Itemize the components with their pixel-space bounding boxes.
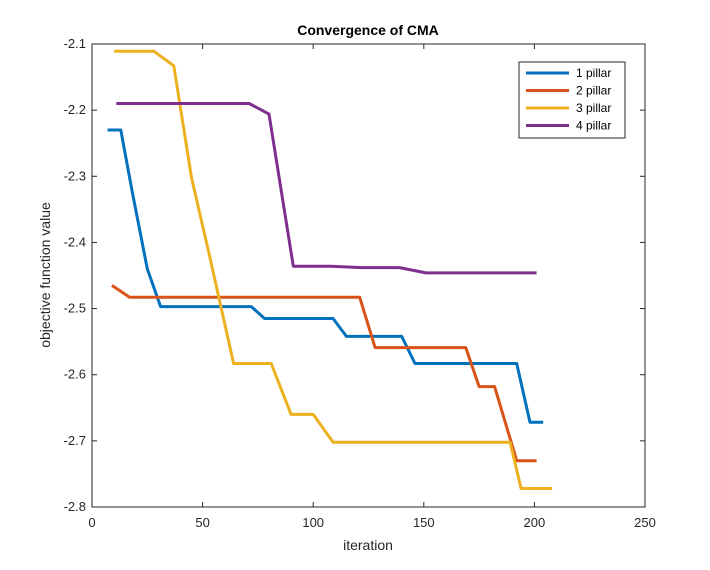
axes-layer: 0 50 100 150 200 250 -2.8 -2.7 -2.6 -2.5 -2.4 -2.3 -… — [64, 36, 656, 530]
y-tick-label: -2.4 — [64, 234, 86, 249]
y-axis-label: objective function value — [37, 202, 53, 348]
x-tick-label: 50 — [195, 515, 209, 530]
series-line-4 — [116, 102, 537, 275]
x-tick-label: 0 — [88, 515, 95, 530]
y-tick-label: -2.2 — [64, 102, 86, 117]
y-tick-label: -2.5 — [64, 301, 86, 316]
legend-label-3: 3 pillar — [576, 101, 611, 115]
series-line-1 — [107, 128, 544, 424]
x-tick-label: 200 — [524, 515, 546, 530]
legend-label-2: 2 pillar — [576, 84, 611, 98]
y-tick-label: -2.7 — [64, 433, 86, 448]
y-tick-label: -2.8 — [64, 499, 86, 514]
legend-label-4: 4 pillar — [576, 119, 611, 133]
y-tick-label: -2.6 — [64, 367, 86, 382]
series-line-2 — [111, 284, 537, 463]
y-tick-label: -2.3 — [64, 168, 86, 183]
series-layer — [107, 49, 553, 490]
x-tick-label: 150 — [413, 515, 435, 530]
legend: 1 pillar 2 pillar 3 pillar 4 pillar — [518, 61, 626, 139]
series-line-3 — [114, 49, 553, 490]
x-tick-label: 250 — [634, 515, 656, 530]
chart-title: Convergence of CMA — [297, 22, 439, 38]
axes-box — [91, 43, 646, 508]
x-tick-label: 100 — [302, 515, 324, 530]
legend-label-1: 1 pillar — [576, 66, 611, 80]
x-axis-label: iteration — [343, 537, 393, 553]
y-tick-label: -2.1 — [64, 36, 86, 51]
